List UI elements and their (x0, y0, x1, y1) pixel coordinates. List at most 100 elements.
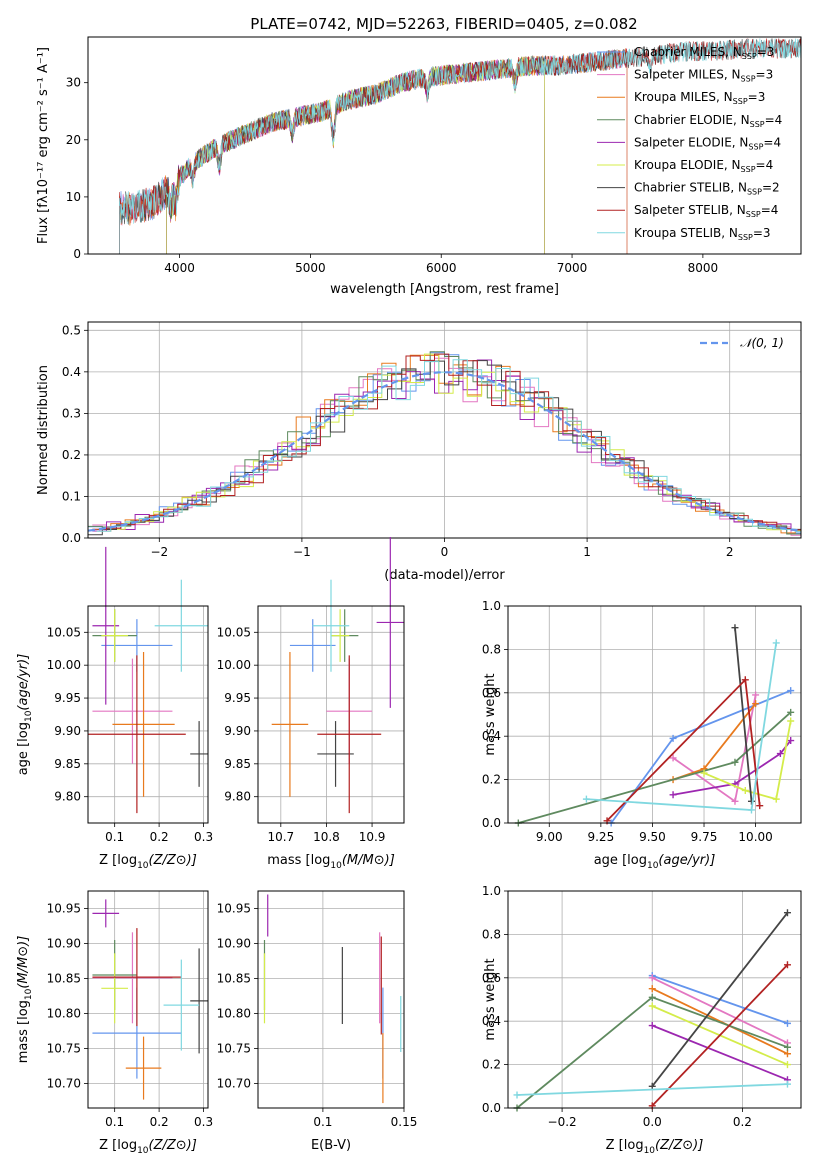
weight-marker (787, 737, 795, 745)
tick-label-y: 10.85 (47, 972, 81, 986)
tick-label-y: 20 (66, 133, 81, 147)
tick-label-y: 0.1 (62, 489, 81, 503)
legend-entry: Salpeter MILES, NSSP=3 (634, 68, 773, 84)
weight-line (651, 976, 788, 1044)
weight-marker (787, 708, 795, 716)
axes-frame (257, 605, 405, 824)
weight-marker (648, 993, 656, 1001)
weight-marker (741, 786, 749, 794)
panel-mass-vs-EBV: 0.1 0.15 10.70 10.75 10.80 10.85 10.90 10.95 E(B… (217, 890, 418, 1153)
histogram-salpeter-elodie (92, 359, 801, 532)
histogram-salpeter-stelib (92, 353, 801, 531)
tick-label-y: 0.4 (482, 1014, 501, 1028)
tick-label-y: 9.95 (54, 691, 81, 705)
tick-label-y: 10.00 (217, 658, 251, 672)
weight-marker (787, 687, 795, 695)
tick-label-y: 9.90 (54, 724, 81, 738)
tick-label-y: 9.85 (54, 757, 81, 771)
weight-marker (648, 1002, 656, 1010)
panel-spectrum: 4000 5000 6000 7000 8000 0 10 20 30 Chabrier MILE… (36, 36, 802, 297)
weight-marker (669, 754, 677, 762)
tick-label-y: 9.95 (224, 691, 251, 705)
weight-line (651, 912, 789, 1087)
spectrum-line (166, 55, 545, 254)
tick-label-y: 10.70 (217, 1077, 251, 1091)
tick-label-x: 7000 (557, 261, 588, 275)
tick-label-y: 0.4 (482, 729, 501, 743)
tick-label-y: 9.80 (224, 790, 251, 804)
x-axis-label: age [log10(age/yr)] (594, 853, 716, 871)
panel-residuals: −2 −1 0 1 2 0.0 0.1 0.2 0.3 0.4 0.5 𝒩(0, 1) (data-mo… (36, 321, 802, 583)
weight-line (606, 677, 761, 822)
weight-marker (783, 909, 791, 917)
legend-entry: Chabrier MILES, NSSP=3 (634, 45, 774, 61)
tick-label-x: 0.1 (105, 830, 124, 844)
tick-label-y: 0.5 (62, 323, 81, 337)
tick-label-x: 9.00 (536, 830, 563, 844)
weight-marker (756, 802, 764, 810)
x-axis-label: E(B-V) (311, 1138, 351, 1153)
x-axis-label: Z [log10(Z/Z⊙)] (606, 1138, 704, 1156)
tick-label-x: 1 (583, 545, 591, 559)
tick-label-x: 9.50 (639, 830, 666, 844)
weight-marker (731, 758, 739, 766)
x-axis-label: wavelength [Angstrom, rest frame] (330, 282, 559, 297)
tick-label-x: 10.7 (267, 830, 294, 844)
weight-line (703, 720, 792, 801)
tick-label-x: 0.1 (313, 1115, 332, 1129)
tick-label-x: 10.8 (313, 830, 340, 844)
tick-label-y: 10.05 (47, 625, 81, 639)
spectrum-line (119, 49, 628, 254)
weight-marker (648, 974, 656, 982)
tick-label-x: 6000 (426, 261, 457, 275)
tick-label-y: 10.05 (217, 625, 251, 639)
weight-marker (731, 797, 739, 805)
spectrum-line (166, 56, 545, 254)
weight-marker (752, 691, 760, 699)
spectrum-line (119, 38, 801, 254)
spectrum-line (119, 48, 628, 254)
weight-marker (513, 1091, 521, 1099)
axes-frame (87, 890, 209, 1109)
weight-marker (582, 795, 590, 803)
weight-line (516, 1083, 788, 1096)
panel-age-vs-mass: 10.7 10.8 10.9 9.80 9.85 9.90 9.95 10.00 10.05 ma… (217, 536, 405, 871)
tick-label-y: 0 (73, 247, 81, 261)
tick-label-y: 10.80 (47, 1007, 81, 1021)
tick-label-y: 1.0 (482, 884, 501, 898)
panel-age-vs-Z: 0.1 0.2 0.3 9.80 9.85 9.90 9.95 10.00 10.05 Z [lo… (16, 546, 213, 871)
weight-marker (776, 750, 784, 758)
tick-label-x: 0.2 (733, 1115, 752, 1129)
axes-frame (87, 36, 802, 255)
y-axis-label: mass weight (483, 958, 498, 1040)
weight-line (651, 964, 789, 1107)
tick-label-y: 10.75 (47, 1042, 81, 1056)
y-axis-label: Flux [fλ10⁻¹⁷ erg cm⁻² s⁻¹ A⁻¹] (36, 47, 51, 244)
tick-label-y: 9.80 (54, 790, 81, 804)
tick-label-x: 5000 (295, 261, 326, 275)
x-axis-label: (data-model)/error (384, 568, 505, 583)
panel-mass-vs-Z: 0.1 0.2 0.3 10.70 10.75 10.80 10.85 10.90 10.95 Z… (16, 890, 213, 1156)
reference-gaussian (88, 371, 801, 532)
weight-marker (772, 795, 780, 803)
weight-marker (787, 717, 795, 725)
weight-line (672, 739, 792, 796)
weight-marker (752, 700, 760, 708)
legend-entry: Salpeter STELIB, NSSP=4 (634, 203, 778, 219)
tick-label-x: −1 (293, 545, 311, 559)
weight-marker (783, 1080, 791, 1088)
tick-label-x: 0.2 (150, 1115, 169, 1129)
tick-label-y: 0.0 (62, 531, 81, 545)
tick-label-x: 0 (441, 545, 449, 559)
weight-marker (783, 1019, 791, 1027)
weight-marker (700, 769, 708, 777)
tick-label-x: 2 (726, 545, 734, 559)
spectrum-line (166, 56, 545, 254)
tick-label-y: 0.0 (482, 816, 501, 830)
x-axis-label: Z [log10(Z/Z⊙)] (99, 853, 197, 871)
tick-label-x: 0.15 (391, 1115, 418, 1129)
weight-marker (648, 1082, 656, 1090)
figure-title: PLATE=0742, MJD=52263, FIBERID=0405, z=0… (250, 15, 637, 33)
y-axis-label: age [log10(age/yr)] (16, 654, 34, 776)
tick-label-x: 9.75 (691, 830, 718, 844)
